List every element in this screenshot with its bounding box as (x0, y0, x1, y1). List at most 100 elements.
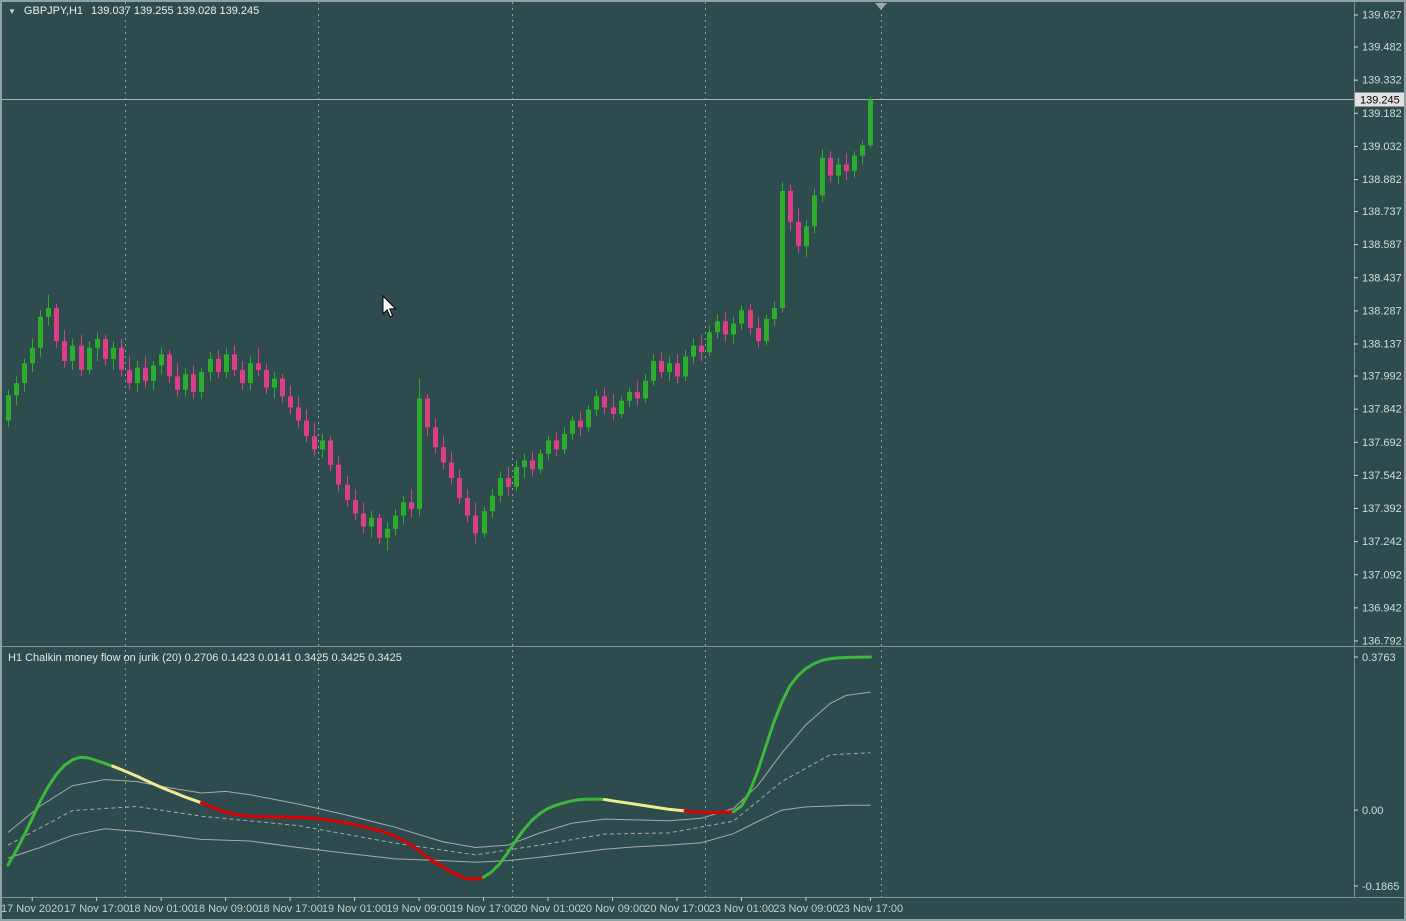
candle-body (602, 396, 607, 408)
candle-body (151, 365, 156, 381)
candle-body (280, 378, 285, 397)
price-axis[interactable] (1354, 0, 1406, 897)
candle-body (199, 372, 204, 392)
axis-tick-label: 139.182 (1362, 108, 1402, 120)
axis-tick-label: 20 Nov 17:00 (644, 903, 709, 915)
candle-body (127, 369, 132, 384)
candle-body (772, 308, 777, 320)
axis-tick-label: 139.032 (1362, 141, 1402, 153)
candle-body (828, 157, 833, 176)
candle-body (812, 195, 817, 227)
candle-body (433, 427, 438, 448)
candle-body (296, 407, 301, 421)
candle-body (191, 374, 196, 392)
candle-body (183, 374, 188, 390)
candle-body (594, 396, 599, 410)
indicator-axis-labels: 0.3763 0.00 -0.1865 (1354, 652, 1399, 893)
axis-tick-label: 20 Nov 09:00 (580, 903, 645, 915)
candle-body (627, 391, 632, 401)
symbol-dropdown-icon[interactable]: ▼ (8, 6, 16, 16)
candle-body (22, 363, 27, 384)
candle-body (216, 358, 221, 373)
candle-body (780, 190, 785, 309)
indicator-segment-green (6, 755, 115, 867)
candle-body (256, 363, 261, 370)
axis-tick-label: 138.882 (1362, 174, 1402, 186)
candle-body (87, 347, 92, 370)
candle-body (288, 396, 293, 408)
candle-body (38, 316, 43, 348)
axis-tick-label: 17 Nov 17:00 (64, 903, 129, 915)
candle-body (522, 460, 527, 468)
candle-body (796, 221, 801, 247)
symbol-info[interactable]: ▼ GBPJPY,H1 139.037 139.255 139.028 139.… (8, 5, 259, 17)
axis-tick-label: 136.942 (1362, 602, 1402, 614)
candle-body (764, 319, 769, 342)
candle-body (135, 367, 140, 384)
candle-body (530, 460, 535, 470)
axis-tick-label: 17 Nov 2020 (1, 903, 63, 915)
candle-body (748, 310, 753, 328)
candle-body (377, 517, 382, 538)
candle-body (643, 380, 648, 399)
candle-body (514, 467, 519, 487)
candle-body (449, 462, 454, 479)
candle-body (860, 145, 865, 156)
candle-body (14, 383, 19, 396)
time-axis-labels: 17 Nov 2020 17 Nov 17:00 18 Nov 01:00 18 No… (1, 897, 903, 915)
axis-tick-label: 137.392 (1362, 503, 1402, 515)
mouse-cursor (382, 294, 397, 318)
candle-body (570, 420, 575, 434)
indicator-middle-band (7, 752, 871, 856)
candle-body (272, 378, 277, 388)
indicator-segment-yellow (111, 764, 203, 805)
candle-body (756, 327, 761, 342)
candle-body (30, 347, 35, 364)
candle-body (393, 515, 398, 529)
candle-body (167, 354, 172, 377)
indicator-segment-green (731, 655, 872, 814)
candle-body (385, 528, 390, 538)
candle-body (482, 511, 487, 534)
candle-body (119, 347, 124, 370)
axis-tick-label: 23 Nov 17:00 (838, 903, 903, 915)
candle-body (691, 345, 696, 357)
candle-body (95, 338, 100, 348)
axis-tick-label: 138.137 (1362, 339, 1402, 351)
axis-tick-label: 137.092 (1362, 569, 1402, 581)
current-price-tag: 139.245 (1355, 92, 1404, 107)
candle-body (731, 323, 736, 335)
candle-body (723, 321, 728, 335)
axis-tick-label: 23 Nov 01:00 (709, 903, 774, 915)
time-axis[interactable] (0, 897, 1406, 921)
candle-body (675, 363, 680, 377)
candle-body (312, 436, 317, 450)
candle-body (103, 338, 108, 359)
current-price-tag-bg (1355, 92, 1404, 107)
candle-body (465, 497, 470, 516)
axis-tick-label: 136.792 (1362, 636, 1402, 648)
price-axis-labels: 139.627 139.482 139.332 139.182 139.032 138.8… (1354, 10, 1402, 648)
axis-tick-label: 19 Nov 17:00 (451, 903, 516, 915)
axis-tick-label: 20 Nov 01:00 (515, 903, 580, 915)
candle-body (611, 407, 616, 415)
candle-body (635, 391, 640, 399)
candle-body (264, 369, 269, 388)
candle-body (320, 440, 325, 450)
candle-body (852, 155, 857, 172)
candle-body (836, 164, 841, 176)
symbol-quotes: 139.037 139.255 139.028 139.245 (91, 5, 260, 17)
chart-shift-marker-icon[interactable] (875, 3, 887, 10)
candle-body (844, 164, 849, 172)
indicator-segment-red (199, 801, 485, 881)
indicator-segment-red (683, 809, 735, 815)
axis-tick-label: 137.692 (1362, 437, 1402, 449)
symbol-title: GBPJPY,H1 (23, 5, 84, 17)
candle-body (336, 464, 341, 485)
candle-body (353, 500, 358, 514)
axis-tick-label: 0.3763 (1362, 652, 1396, 664)
indicator-segment-green (482, 797, 606, 879)
